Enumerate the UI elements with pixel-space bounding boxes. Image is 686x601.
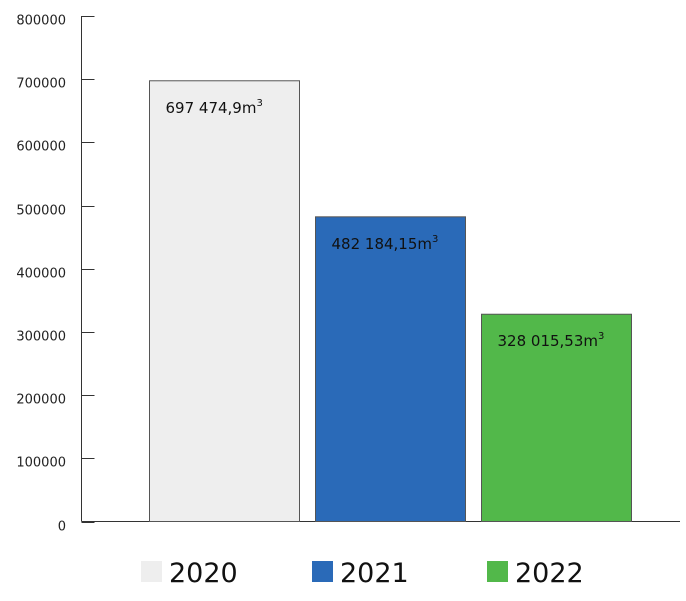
y-tick-label: 400000 <box>16 267 66 282</box>
legend-label-2021: 2021 <box>340 558 409 589</box>
bar-2020 <box>149 80 300 522</box>
y-tick-label: 500000 <box>16 204 66 219</box>
legend-swatch-2022 <box>487 561 508 582</box>
y-tick-label: 300000 <box>16 330 66 345</box>
y-tick-label: 600000 <box>16 140 66 155</box>
legend: 2020 2021 2022 <box>141 558 584 589</box>
y-tick-label: 0 <box>58 520 66 535</box>
legend-label-2020: 2020 <box>169 558 238 589</box>
bar-2021 <box>315 216 466 522</box>
bars <box>149 80 632 523</box>
y-tick-label: 800000 <box>16 14 66 29</box>
axes: 0 100000 200000 300000 400000 500000 600000 700… <box>16 14 680 535</box>
bar-2022 <box>481 313 632 523</box>
y-tick-label: 100000 <box>16 456 66 471</box>
data-label-2021: 482 184,15m3 <box>332 234 439 253</box>
data-label-2022: 328 015,53m3 <box>498 331 605 350</box>
y-tick-label: 700000 <box>16 77 66 92</box>
y-tick-label: 200000 <box>16 393 66 408</box>
data-labels: 697 474,9m3 482 184,15m3 328 015,53m3 <box>166 98 605 350</box>
legend-swatch-2020 <box>141 561 162 582</box>
data-label-2020: 697 474,9m3 <box>166 98 263 117</box>
legend-swatch-2021 <box>312 561 333 582</box>
legend-label-2022: 2022 <box>515 558 584 589</box>
